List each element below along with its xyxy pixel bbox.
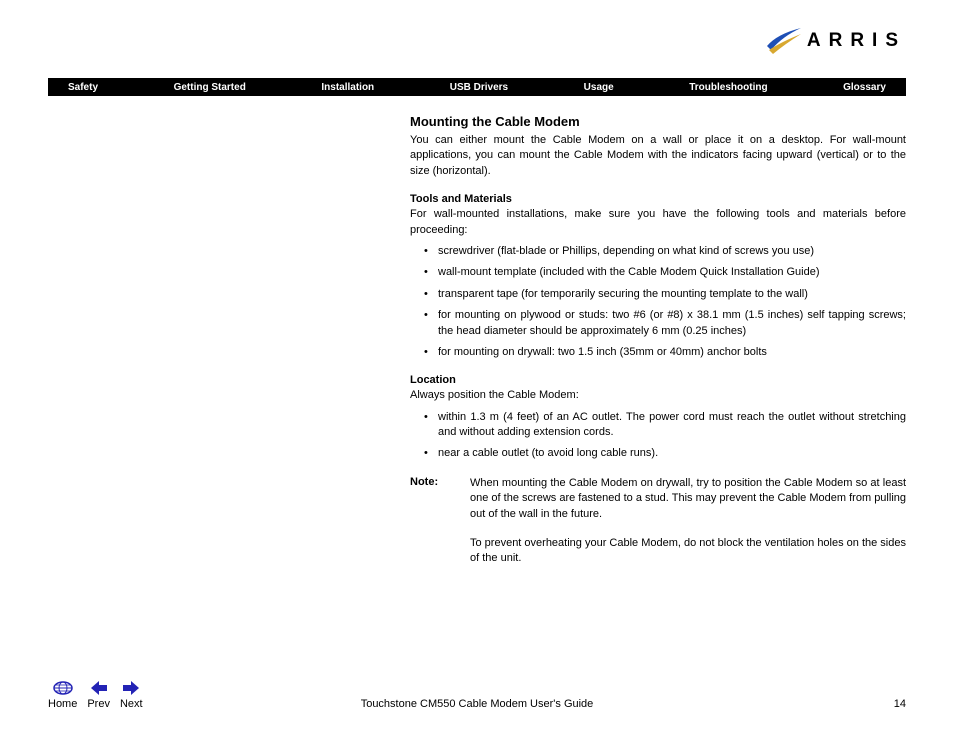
tools-list: screwdriver (flat-blade or Phillips, dep… xyxy=(410,244,906,360)
list-item: near a cable outlet (to avoid long cable… xyxy=(410,446,906,461)
prev-button[interactable]: Prev xyxy=(87,681,110,710)
location-intro: Always position the Cable Modem: xyxy=(410,388,906,403)
list-item: screwdriver (flat-blade or Phillips, dep… xyxy=(410,244,906,259)
location-list: within 1.3 m (4 feet) of an AC outlet. T… xyxy=(410,410,906,462)
nav-installation[interactable]: Installation xyxy=(321,82,374,93)
intro-paragraph: You can either mount the Cable Modem on … xyxy=(410,133,906,179)
next-button[interactable]: Next xyxy=(120,681,143,710)
logo-text: ARRIS xyxy=(807,30,906,52)
nav-safety[interactable]: Safety xyxy=(68,82,98,93)
nav-usb-drivers[interactable]: USB Drivers xyxy=(450,82,508,93)
nav-troubleshooting[interactable]: Troubleshooting xyxy=(689,82,767,93)
tools-intro: For wall-mounted installations, make sur… xyxy=(410,207,906,238)
list-item: for mounting on plywood or studs: two #6… xyxy=(410,308,906,339)
page-title: Mounting the Cable Modem xyxy=(410,114,906,129)
prev-label: Prev xyxy=(87,698,110,710)
home-icon xyxy=(53,681,73,695)
logo-swoosh-icon xyxy=(767,28,801,54)
note-label: Note: xyxy=(410,476,470,581)
home-label: Home xyxy=(48,698,77,710)
note-paragraph: To prevent overheating your Cable Modem,… xyxy=(470,536,906,567)
list-item: transparent tape (for temporarily securi… xyxy=(410,287,906,302)
note-block: Note: When mounting the Cable Modem on d… xyxy=(410,476,906,581)
top-nav: Safety Getting Started Installation USB … xyxy=(48,78,906,96)
note-paragraph: When mounting the Cable Modem on drywall… xyxy=(470,476,906,522)
note-body: When mounting the Cable Modem on drywall… xyxy=(470,476,906,581)
prev-arrow-icon xyxy=(91,681,107,695)
page-number: 14 xyxy=(894,698,906,710)
list-item: for mounting on drywall: two 1.5 inch (3… xyxy=(410,345,906,360)
brand-logo: ARRIS xyxy=(767,28,906,54)
nav-usage[interactable]: Usage xyxy=(584,82,614,93)
main-content: Mounting the Cable Modem You can either … xyxy=(410,114,906,581)
footer-nav: Home Prev Next xyxy=(48,681,143,710)
home-button[interactable]: Home xyxy=(48,681,77,710)
list-item: within 1.3 m (4 feet) of an AC outlet. T… xyxy=(410,410,906,441)
nav-getting-started[interactable]: Getting Started xyxy=(174,82,246,93)
next-label: Next xyxy=(120,698,143,710)
location-heading: Location xyxy=(410,374,906,386)
footer-title: Touchstone CM550 Cable Modem User's Guid… xyxy=(361,698,594,710)
nav-glossary[interactable]: Glossary xyxy=(843,82,886,93)
next-arrow-icon xyxy=(123,681,139,695)
list-item: wall-mount template (included with the C… xyxy=(410,265,906,280)
tools-heading: Tools and Materials xyxy=(410,193,906,205)
